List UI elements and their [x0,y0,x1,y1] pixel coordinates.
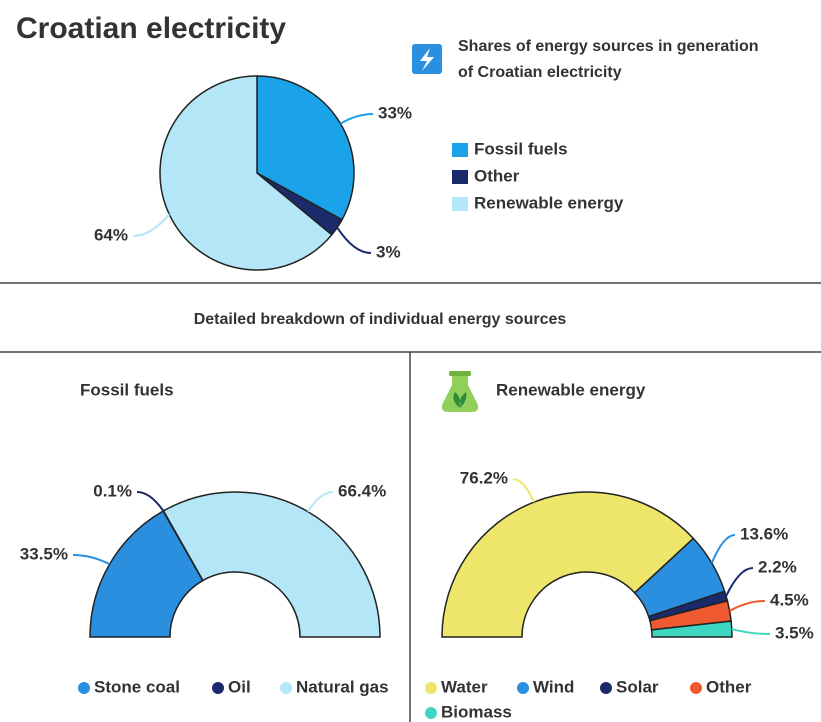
legend-label: Solar [616,677,659,696]
data-label: 33.5% [20,544,68,563]
legend-label: Renewable energy [474,193,624,212]
slice [441,491,695,638]
legend-swatch [280,682,292,694]
leader-line [512,478,535,503]
data-label: 3.5% [775,623,814,642]
leader-line [339,113,374,125]
legend-label: Wind [533,677,574,696]
data-label: 13.6% [740,524,788,543]
data-label: 76.2% [460,468,508,487]
legend-label: Fossil fuels [474,139,568,158]
legend-label: Water [441,677,488,696]
chart-title: Fossil fuels [80,380,174,399]
slice [159,75,333,271]
slice [256,75,355,221]
page-title: Croatian electricity [16,12,286,45]
data-label: 3% [376,242,401,261]
legend-swatch [452,170,468,184]
plant-icon [441,371,479,412]
legend-swatch [212,682,224,694]
legend-swatch [425,682,437,694]
data-label: 4.5% [770,590,809,609]
leader-line [307,491,334,513]
leader-line [729,600,766,612]
data-label: 64% [94,225,128,244]
leader-line [725,567,754,597]
chart-title: Renewable energy [496,380,646,399]
legend-label: Other [706,677,752,696]
slice [89,510,204,638]
legend-label: Stone coal [94,677,180,696]
leader-line [136,491,165,512]
leader-line [132,213,170,237]
leader-line [710,534,736,564]
leader-line [336,226,372,254]
data-label: 66.4% [338,481,386,500]
slice [650,620,733,638]
legend-swatch [78,682,90,694]
legend-swatch [600,682,612,694]
slice [162,491,381,638]
legend-label: Natural gas [296,677,389,696]
legend-label: Other [474,166,520,185]
lightning-icon [412,44,442,74]
leader-line [731,628,771,635]
leader-line [72,554,111,566]
chart-title: Shares of energy sources in generation of… [458,38,759,81]
legend-label: Biomass [441,702,512,721]
data-label: 0.1% [93,481,132,500]
legend-swatch [690,682,702,694]
legend-label: Oil [228,677,251,696]
legend-swatch [452,143,468,157]
data-label: 2.2% [758,557,797,576]
legend-swatch [517,682,529,694]
data-label: 33% [378,103,412,122]
legend-swatch [425,707,437,719]
section-title: Detailed breakdown of individual energy … [194,311,567,328]
legend-swatch [452,197,468,211]
